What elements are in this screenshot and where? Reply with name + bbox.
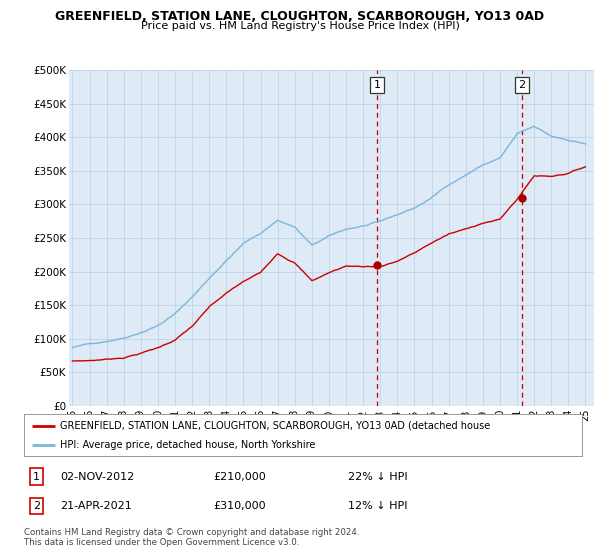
- Text: 02-NOV-2012: 02-NOV-2012: [60, 472, 134, 482]
- Text: 1: 1: [33, 472, 40, 482]
- Text: 1: 1: [374, 80, 381, 90]
- Text: HPI: Average price, detached house, North Yorkshire: HPI: Average price, detached house, Nort…: [60, 440, 316, 450]
- Text: £210,000: £210,000: [214, 472, 266, 482]
- Text: 2: 2: [33, 501, 40, 511]
- Text: 2: 2: [518, 80, 526, 90]
- Text: Contains HM Land Registry data © Crown copyright and database right 2024.
This d: Contains HM Land Registry data © Crown c…: [24, 528, 359, 547]
- Text: 21-APR-2021: 21-APR-2021: [60, 501, 132, 511]
- Text: 22% ↓ HPI: 22% ↓ HPI: [347, 472, 407, 482]
- Text: 12% ↓ HPI: 12% ↓ HPI: [347, 501, 407, 511]
- Text: GREENFIELD, STATION LANE, CLOUGHTON, SCARBOROUGH, YO13 0AD (detached house: GREENFIELD, STATION LANE, CLOUGHTON, SCA…: [60, 421, 491, 431]
- Text: Price paid vs. HM Land Registry's House Price Index (HPI): Price paid vs. HM Land Registry's House …: [140, 21, 460, 31]
- Text: GREENFIELD, STATION LANE, CLOUGHTON, SCARBOROUGH, YO13 0AD: GREENFIELD, STATION LANE, CLOUGHTON, SCA…: [55, 10, 545, 23]
- Text: £310,000: £310,000: [214, 501, 266, 511]
